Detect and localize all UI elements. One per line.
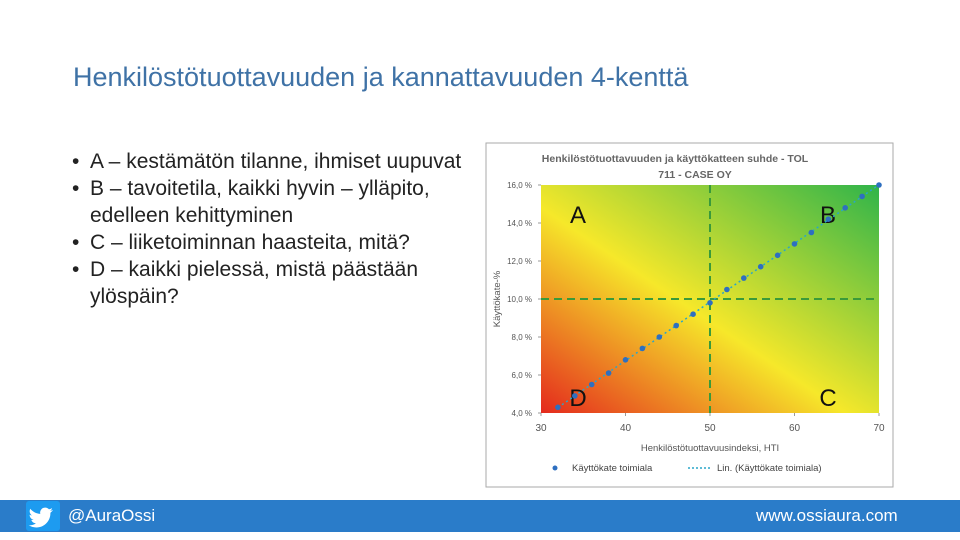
data-point bbox=[690, 311, 696, 318]
slide-title: Henkilöstötuottavuuden ja kannattavuuden… bbox=[73, 62, 689, 92]
data-point bbox=[555, 404, 561, 411]
data-point bbox=[859, 193, 865, 200]
quadrant-label: A bbox=[570, 202, 586, 229]
bullet: B – tavoitetila, kaikki hyvin – ylläpito… bbox=[72, 175, 462, 229]
data-point bbox=[572, 393, 578, 399]
y-axis-label: Käyttökate-% bbox=[492, 270, 503, 327]
data-point bbox=[876, 182, 882, 188]
y-tick-label: 6,0 % bbox=[512, 371, 532, 380]
x-tick-label: 60 bbox=[789, 423, 801, 434]
chart-title: Henkilöstötuottavuuden ja käyttökatteen … bbox=[542, 153, 809, 165]
legend-label: Lin. (Käyttökate toimiala) bbox=[717, 463, 822, 474]
twitter-icon bbox=[26, 501, 60, 531]
x-tick-label: 40 bbox=[620, 423, 632, 434]
data-point bbox=[757, 263, 764, 270]
quadrant-label: C bbox=[819, 385, 836, 412]
data-point bbox=[842, 205, 848, 211]
data-point bbox=[791, 241, 798, 247]
data-point bbox=[673, 322, 679, 329]
bullet: A – kestämätön tilanne, ihmiset uupuvat bbox=[72, 148, 462, 175]
data-point bbox=[588, 381, 595, 388]
footer-handle: @AuraOssi bbox=[68, 506, 156, 525]
data-point bbox=[741, 275, 747, 281]
bullet: D – kaikki pielessä, mistä päästään ylös… bbox=[72, 256, 462, 310]
x-tick-label: 50 bbox=[704, 423, 716, 434]
x-tick-label: 30 bbox=[535, 423, 547, 434]
footer-url: www.ossiaura.com bbox=[756, 506, 898, 525]
data-point bbox=[825, 216, 832, 222]
data-point bbox=[605, 370, 612, 376]
data-point bbox=[707, 300, 713, 306]
y-tick-label: 16,0 % bbox=[507, 181, 532, 190]
chart-title: 711 - CASE OY bbox=[658, 169, 732, 181]
x-tick-label: 70 bbox=[873, 423, 885, 434]
legend-marker bbox=[552, 465, 558, 471]
footer-bar: @AuraOssi www.ossiaura.com bbox=[0, 500, 960, 532]
data-point bbox=[724, 286, 730, 293]
quadrant-label: D bbox=[569, 385, 586, 412]
bullet-list: A – kestämätön tilanne, ihmiset uupuvat … bbox=[72, 148, 462, 310]
data-point bbox=[808, 229, 815, 236]
data-point bbox=[656, 334, 663, 340]
trendline bbox=[557, 184, 880, 409]
data-point bbox=[622, 357, 629, 363]
data-point bbox=[639, 345, 646, 352]
bullet: C – liiketoiminnan haasteita, mitä? bbox=[72, 229, 462, 256]
x-axis-label: Henkilöstötuottavuusindeksi, HTI bbox=[641, 443, 779, 454]
data-point bbox=[774, 252, 781, 259]
y-tick-label: 14,0 % bbox=[507, 219, 532, 228]
legend-label: Käyttökate toimiala bbox=[572, 463, 653, 474]
y-tick-label: 12,0 % bbox=[507, 257, 532, 266]
y-tick-label: 4,0 % bbox=[512, 409, 532, 418]
quadrant-label: B bbox=[820, 202, 836, 229]
chart: Henkilöstötuottavuuden ja käyttökatteen … bbox=[485, 142, 894, 488]
y-tick-label: 10,0 % bbox=[507, 295, 532, 304]
y-tick-label: 8,0 % bbox=[512, 333, 532, 342]
